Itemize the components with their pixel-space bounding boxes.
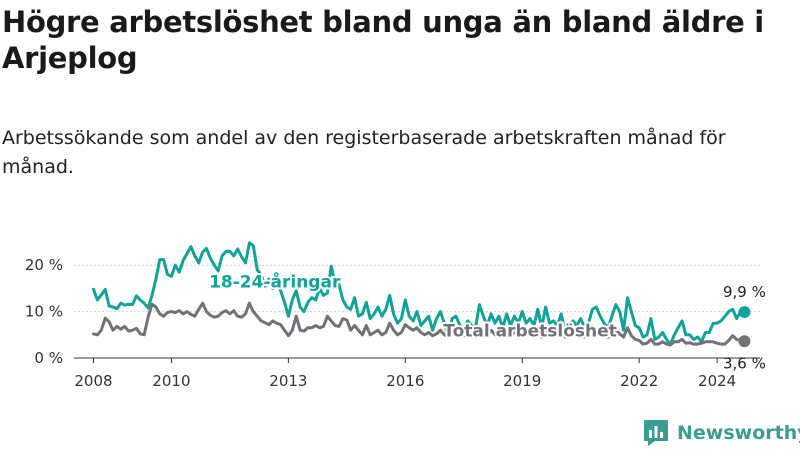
series-line-1 bbox=[92, 301, 746, 347]
x-tick-label: 2010 bbox=[152, 372, 190, 390]
x-tick-label: 2024 bbox=[698, 372, 736, 390]
x-tick-label: 2019 bbox=[503, 372, 541, 390]
grid-lines bbox=[74, 264, 760, 313]
series-end-label-1: 3,6 % bbox=[723, 354, 766, 372]
chart-subtitle: Arbetssökande som andel av den registerb… bbox=[2, 127, 726, 178]
x-tick-label: 2016 bbox=[386, 372, 424, 390]
y-tick-label: 20 % bbox=[25, 256, 63, 274]
chart-title: Högre arbetslöshet bland unga än bland ä… bbox=[2, 5, 764, 75]
x-tick-label: 2013 bbox=[269, 372, 307, 390]
x-axis: 2008 2010 2013 2016 2019 2022 2024 bbox=[74, 357, 760, 390]
series-end-point-0 bbox=[738, 306, 751, 319]
series-line-0 bbox=[92, 241, 746, 346]
series-name-label-0: 18-24-åringar bbox=[209, 270, 341, 292]
series-end-label-0: 9,9 % bbox=[723, 283, 766, 301]
brand-name: Newsworthy bbox=[677, 422, 800, 444]
newsworthy-logo: Newsworthy bbox=[643, 418, 800, 448]
y-tick-label: 10 % bbox=[25, 303, 63, 321]
x-tick-label: 2022 bbox=[620, 372, 658, 390]
series-name-label-1: Total arbetslöshet bbox=[443, 322, 617, 342]
y-axis: 0 % 10 % 20 % bbox=[25, 256, 63, 367]
series-labels: 9,9 % 3,6 % 18-24-åringar Total arbetslöshe… bbox=[207, 268, 766, 372]
series-end-point-1 bbox=[738, 335, 751, 348]
series-lines bbox=[92, 241, 751, 348]
y-tick-label: 0 % bbox=[34, 349, 63, 367]
bar-chart-logo-icon bbox=[644, 420, 668, 446]
x-tick-label: 2008 bbox=[74, 372, 112, 390]
